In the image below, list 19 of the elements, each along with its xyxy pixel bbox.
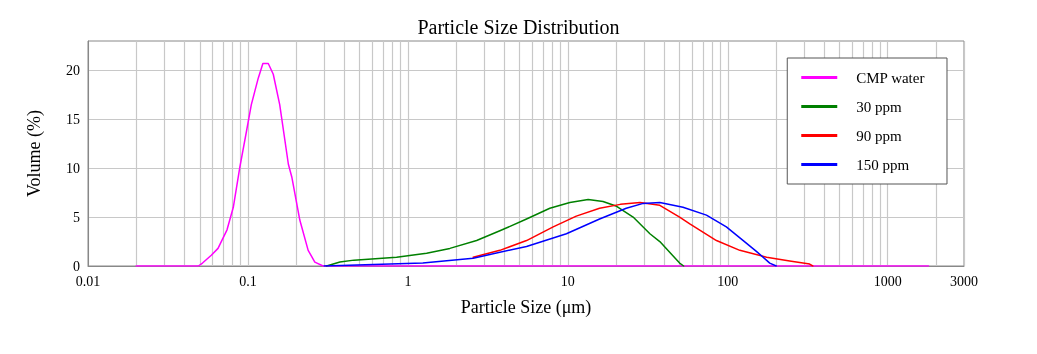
x-tick-label: 0.01 <box>75 273 101 289</box>
legend-label: 90 ppm <box>856 127 902 144</box>
legend-label: CMP water <box>856 69 925 86</box>
x-tick-label: 1 <box>404 273 412 289</box>
x-tick-label: 1000 <box>873 273 902 289</box>
y-tick-label: 10 <box>66 160 80 176</box>
chart-title: Particle Size Distribution <box>417 16 620 38</box>
y-tick-label: 0 <box>73 258 80 274</box>
x-tick-label: 0.1 <box>239 273 257 289</box>
y-axis-title: Volume (%) <box>24 109 45 198</box>
x-tick-label: 10 <box>560 273 575 289</box>
x-axis-title: Particle Size (μm) <box>460 297 592 318</box>
x-tick-label: 100 <box>717 273 739 289</box>
legend-label: 30 ppm <box>856 98 902 115</box>
y-tick-label: 15 <box>66 111 80 127</box>
y-tick-label: 20 <box>66 62 80 78</box>
y-tick-label: 5 <box>73 209 80 225</box>
legend-label: 150 ppm <box>856 156 910 173</box>
x-tick-label: 3000 <box>950 273 978 289</box>
